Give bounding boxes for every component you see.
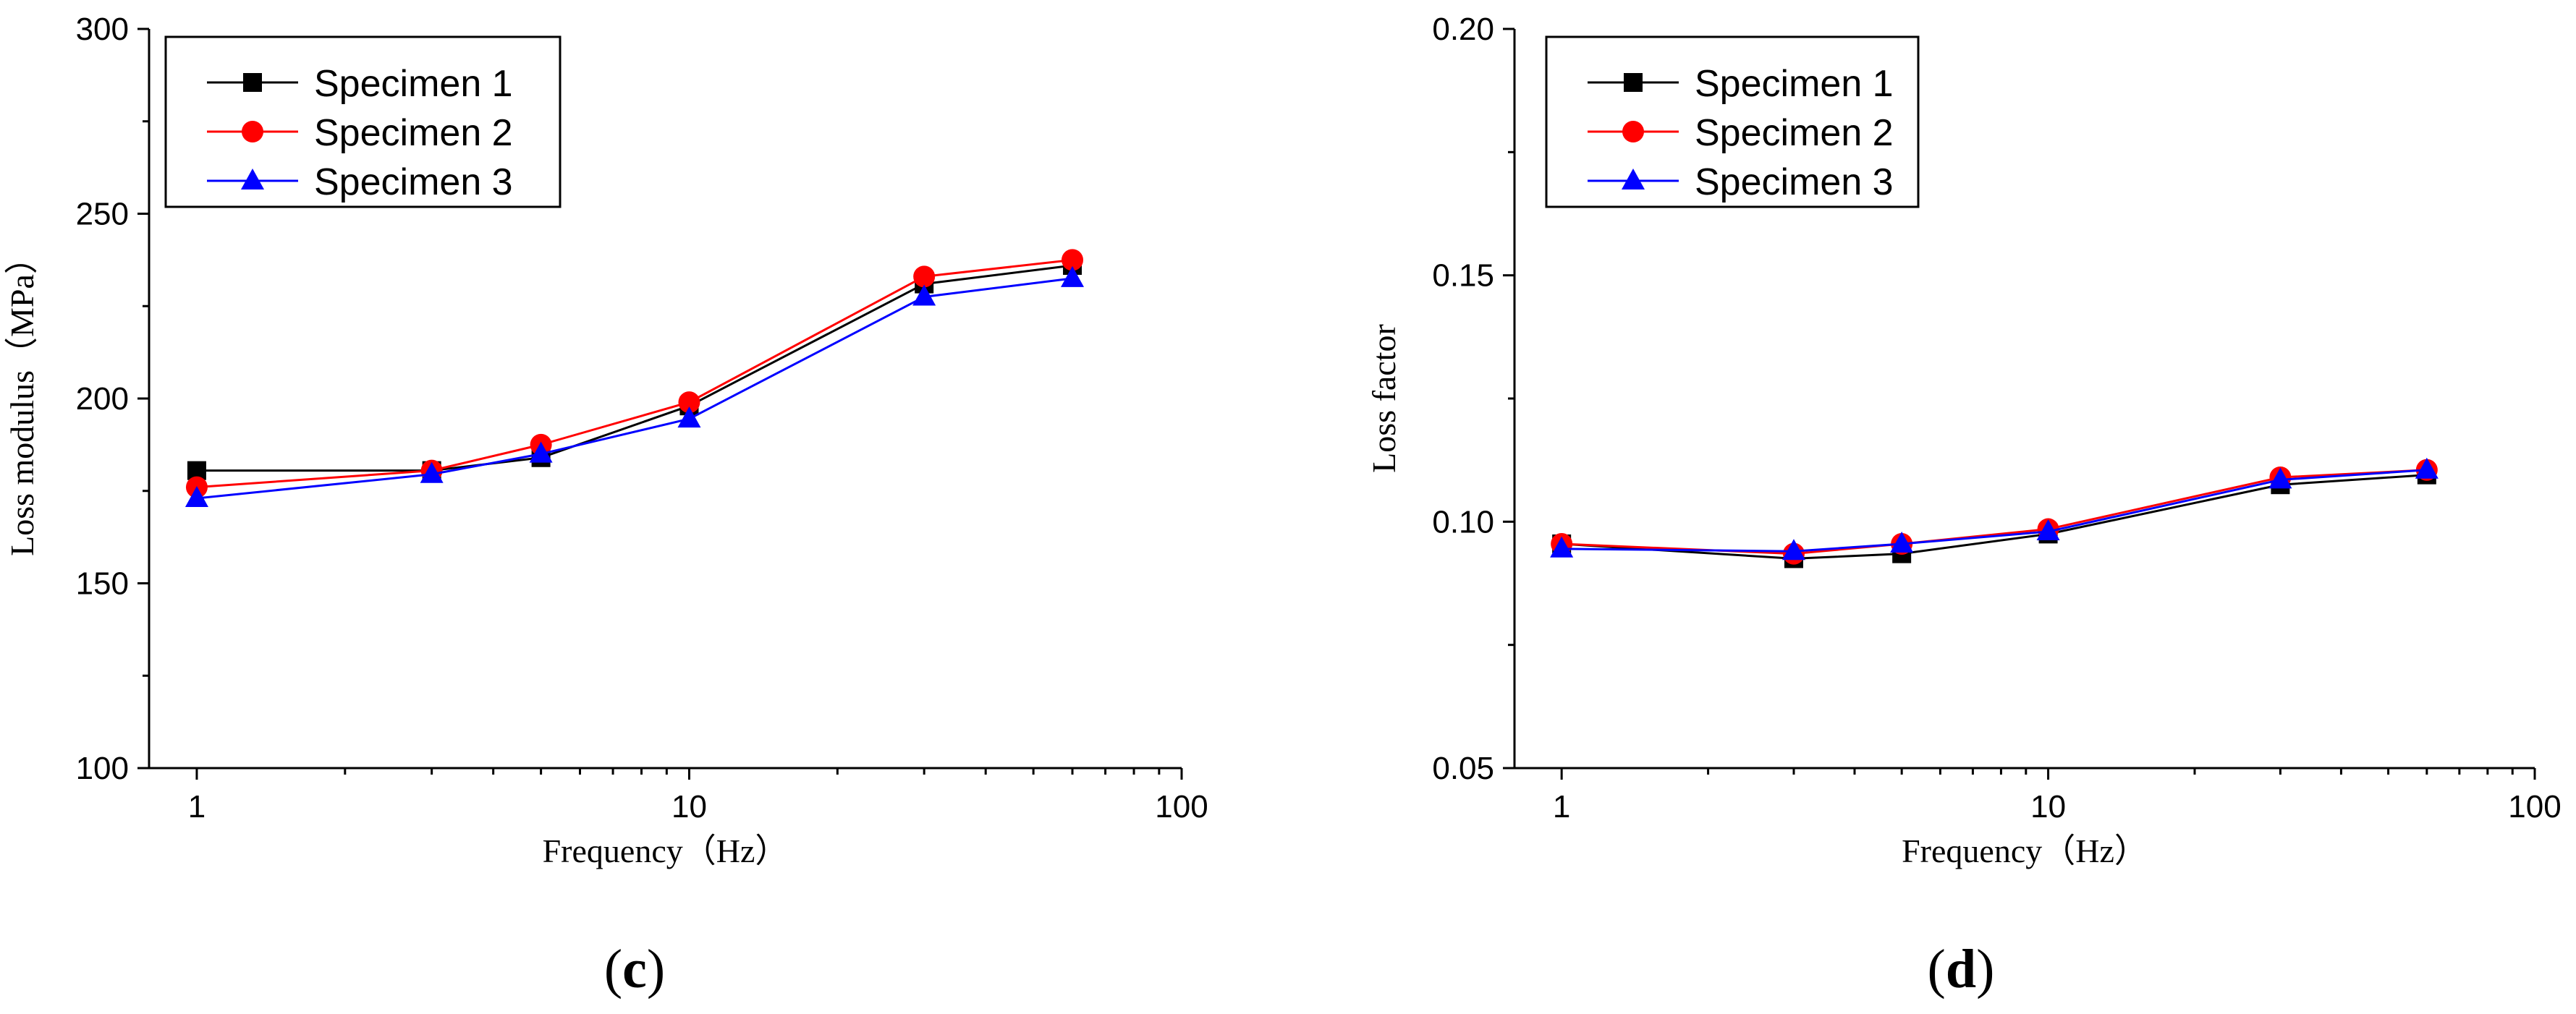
- data-point: [2268, 467, 2292, 489]
- series-3: [1550, 457, 2439, 561]
- legend-marker: [1622, 121, 1644, 142]
- x-tick-label: 1: [1553, 789, 1570, 825]
- series-line: [1562, 469, 2427, 553]
- y-tick-label: 150: [76, 566, 129, 602]
- panel-label: (d): [1928, 939, 1995, 1000]
- series-line: [196, 258, 1073, 489]
- legend-marker: [241, 169, 264, 189]
- series-3: [185, 265, 1085, 507]
- data-point: [913, 265, 936, 288]
- legend-label: Specimen 2: [1695, 112, 1894, 154]
- x-tick-label: 10: [2030, 789, 2066, 825]
- y-tick-label: 100: [76, 751, 129, 786]
- series-line: [1562, 469, 2427, 555]
- legend-box: [1545, 35, 1920, 208]
- data-point: [420, 461, 444, 483]
- legend-label: Specimen 2: [314, 112, 513, 154]
- y-tick-label: 250: [76, 197, 129, 232]
- data-point: [1890, 531, 1914, 553]
- data-point: [185, 485, 208, 507]
- x-axis-title: Frequency（Hz）: [543, 832, 789, 869]
- legend-label: Specimen 3: [314, 161, 513, 203]
- x-tick-label: 100: [2508, 789, 2561, 825]
- legend-box: [164, 35, 562, 208]
- y-tick-label: 0.10: [1432, 504, 1494, 540]
- panel-label-open: (: [604, 939, 622, 1000]
- x-axis-title: Frequency（Hz）: [1902, 832, 2148, 869]
- y-tick-label: 0.15: [1432, 258, 1494, 294]
- data-point: [2415, 457, 2439, 479]
- series-1: [1552, 465, 2436, 568]
- data-point: [1550, 536, 1574, 558]
- data-point: [678, 391, 700, 414]
- legend-label: Specimen 3: [1695, 161, 1894, 203]
- data-point: [529, 441, 553, 463]
- panel-label-letter: d: [1946, 939, 1976, 1000]
- series-line: [1562, 474, 2427, 560]
- legend-label: Specimen 1: [314, 63, 513, 105]
- series-2: [185, 249, 1084, 498]
- data-point: [912, 284, 936, 306]
- series-2: [1551, 459, 2438, 565]
- series-line: [196, 264, 1073, 472]
- panel-label-close: ): [647, 939, 665, 1000]
- series-line: [196, 277, 1073, 500]
- y-tick-label: 200: [76, 381, 129, 417]
- panel-label-letter: c: [622, 939, 647, 1000]
- data-point: [1781, 539, 1805, 561]
- legend-label: Specimen 1: [1695, 63, 1894, 105]
- chart-panel-c: 100 150 200 250 300 1 10 100 Frequency（Hz） Loss m…: [4, 12, 1208, 1000]
- data-point: [1062, 249, 1084, 271]
- y-tick-label: 300: [76, 12, 129, 47]
- panel-label: (c): [604, 939, 665, 1000]
- legend-marker: [1624, 73, 1643, 92]
- x-tick-label: 100: [1155, 789, 1208, 825]
- panel-label-close: ): [1976, 939, 1994, 1000]
- panel-label-open: (: [1928, 939, 1946, 1000]
- legend: Specimen 1 Specimen 2 Specimen 3: [164, 35, 562, 208]
- series-1: [187, 256, 1082, 480]
- x-tick-label: 1: [188, 789, 206, 825]
- chart-panel-d: 0.05 0.10 0.15 0.20 1 10 100 Frequency（Hz） Loss …: [1365, 12, 2562, 1000]
- data-point: [677, 406, 701, 428]
- data-point: [1061, 265, 1085, 287]
- legend-marker: [242, 121, 263, 142]
- x-tick-label: 10: [671, 789, 707, 825]
- legend-marker: [243, 73, 262, 92]
- y-tick-label: 0.05: [1432, 751, 1494, 786]
- legend-marker: [1622, 169, 1645, 189]
- y-axis-title: Loss factor: [1365, 324, 1402, 473]
- legend: Specimen 1 Specimen 2 Specimen 3: [1545, 35, 1920, 208]
- y-tick-label: 0.20: [1432, 12, 1494, 47]
- data-point: [2036, 519, 2060, 540]
- y-axis-title: Loss modulus（MPa）: [4, 241, 41, 556]
